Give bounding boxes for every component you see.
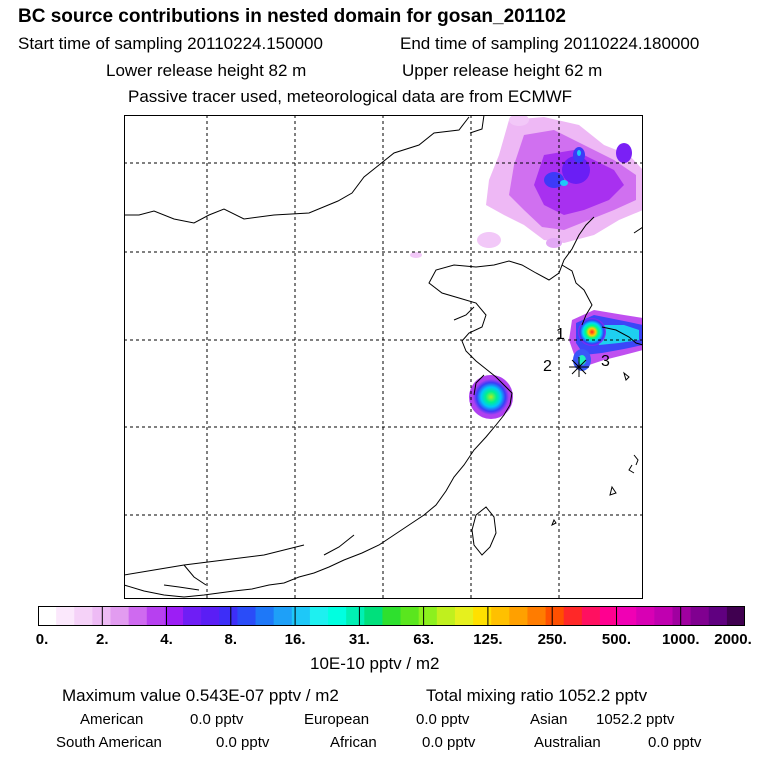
- australian-value: 0.0 pptv: [648, 734, 702, 751]
- asian-label: Asian: [530, 711, 568, 728]
- colorbar-cell: [38, 606, 57, 626]
- american-value: 0.0 pptv: [190, 711, 244, 728]
- colorbar-cell: [654, 606, 674, 626]
- colorbar-cell: [291, 606, 311, 626]
- colorbar-tick-label: 16.: [284, 631, 306, 648]
- colorbar-cell: [726, 606, 745, 626]
- colorbar-cell: [563, 606, 583, 626]
- lat-lon-grid: [124, 115, 643, 599]
- colorbar-cell: [219, 606, 239, 626]
- european-label: European: [304, 711, 370, 728]
- colorbar-cell: [56, 606, 75, 626]
- colorbar-tick-label: 63.: [413, 631, 435, 648]
- point-label-3: 3: [601, 353, 610, 370]
- colorbar-cell: [128, 606, 148, 626]
- colorbar-cell: [454, 606, 474, 626]
- colorbar-cell: [708, 606, 728, 626]
- colorbar-cell: [581, 606, 601, 626]
- colorbar-cell: [74, 606, 93, 626]
- plume-shanghai: [469, 375, 513, 419]
- point-label-1: 1: [556, 326, 565, 343]
- south-american-value: 0.0 pptv: [216, 734, 270, 751]
- colorbar-cell: [328, 606, 347, 626]
- colorbar-tick-label: 31.: [348, 631, 370, 648]
- coastlines: [124, 115, 643, 598]
- map-frame: [124, 115, 643, 599]
- colorbar-cell: [599, 606, 619, 626]
- colorbar-cell: [146, 606, 166, 626]
- total-mixing-ratio-label: Total mixing ratio 1052.2 pptv: [426, 686, 648, 705]
- australian-label: Australian: [534, 734, 601, 751]
- colorbar-cell: [545, 606, 565, 626]
- start-time-label: Start time of sampling 20110224.150000: [18, 34, 323, 53]
- colorbar-cell: [164, 606, 184, 626]
- colorbar-cell: [636, 606, 655, 626]
- colorbar-cell: [491, 606, 510, 626]
- colorbar-cell: [309, 606, 329, 626]
- colorbar-tick-label: 2000.: [714, 631, 752, 648]
- colorbar-cell: [255, 606, 275, 626]
- south-american-label: South American: [56, 734, 162, 751]
- colorbar-cell: [509, 606, 529, 626]
- colorbar-unit-label: 10E-10 pptv / m2: [310, 654, 440, 673]
- colorbar-cell: [618, 606, 637, 626]
- colorbar-cell: [237, 606, 257, 626]
- african-label: African: [330, 734, 377, 751]
- tracer-info-label: Passive tracer used, meteorological data…: [128, 87, 573, 106]
- maximum-value-label: Maximum value 0.543E-07 pptv / m2: [62, 686, 339, 705]
- colorbar-tick-label: 8.: [224, 631, 238, 648]
- colorbar-tick-label: 4.: [160, 631, 173, 648]
- lower-release-height-label: Lower release height 82 m: [106, 61, 307, 80]
- upper-release-height-label: Upper release height 62 m: [402, 61, 603, 80]
- end-time-label: End time of sampling 20110224.180000: [400, 34, 700, 53]
- colorbar-cell: [473, 606, 492, 626]
- source-contribution-map: 1 2 3: [124, 115, 643, 599]
- plot-title: BC source contributions in nested domain…: [18, 6, 566, 27]
- colorbar-cell: [672, 606, 692, 626]
- colorbar-tick-label: 0.: [35, 631, 49, 648]
- colorbar: [38, 606, 745, 626]
- asian-value: 1052.2 pptv: [596, 711, 675, 728]
- colorbar-cell: [690, 606, 710, 626]
- colorbar-cell: [110, 606, 130, 626]
- colorbar-cell: [418, 606, 438, 626]
- colorbar-cell: [201, 606, 220, 626]
- plume-northeast: [410, 115, 643, 258]
- colorbar-tick-label: 250.: [537, 631, 567, 648]
- african-value: 0.0 pptv: [422, 734, 476, 751]
- colorbar-tick-label: 125.: [473, 631, 503, 648]
- receptor-star: [569, 357, 589, 377]
- european-value: 0.0 pptv: [416, 711, 470, 728]
- colorbar-cell: [400, 606, 420, 626]
- colorbar-cell: [346, 606, 365, 626]
- colorbar-cell: [527, 606, 547, 626]
- colorbar-cell: [183, 606, 202, 626]
- colorbar-cell: [92, 606, 112, 626]
- colorbar-cell: [273, 606, 293, 626]
- point-label-2: 2: [543, 358, 552, 375]
- colorbar-cell: [364, 606, 384, 626]
- american-label: American: [80, 711, 144, 728]
- colorbar-cell: [382, 606, 402, 626]
- colorbar-cell: [436, 606, 456, 626]
- colorbar-tick-label: 500.: [601, 631, 632, 648]
- colorbar-tick-label: 1000.: [661, 631, 700, 648]
- colorbar-tick-label: 2.: [96, 631, 109, 648]
